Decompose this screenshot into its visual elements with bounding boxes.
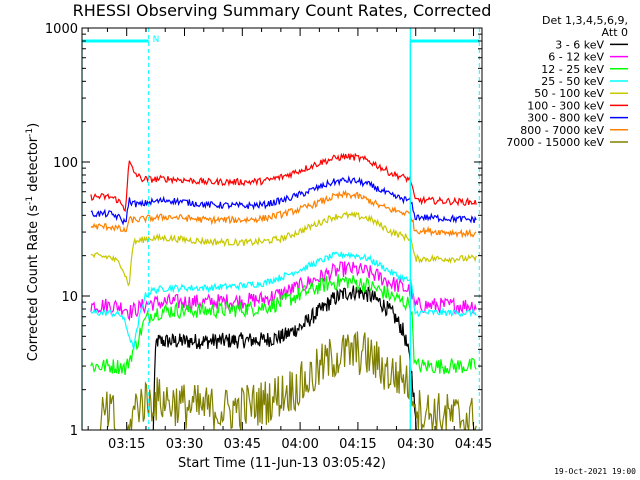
x-tick-label-6: 04:30: [397, 437, 434, 452]
legend-label-1: 3 - 6 keV: [555, 38, 604, 51]
legend-label-3: 12 - 25 keV: [541, 63, 604, 76]
legend-header-1: Det 1,3,4,5,6,9,: [542, 14, 628, 27]
series-line-8: [90, 189, 477, 239]
x-tick-label-7: 04:45: [455, 437, 492, 452]
legend-label-5: 50 - 100 keV: [534, 87, 604, 100]
chart-title: RHESSI Observing Summary Count Rates, Co…: [73, 1, 492, 20]
marker-label-1: N: [153, 35, 160, 45]
y-tick-label-4: 1000: [45, 22, 78, 37]
series-line-9: [99, 331, 477, 430]
x-tick-label-4: 04:00: [281, 437, 318, 452]
legend-label-6: 100 - 300 keV: [527, 99, 604, 112]
legend-header-2: Att 0: [602, 26, 628, 39]
series-line-6: [90, 152, 477, 213]
legend-label-9: 7000 - 15000 keV: [506, 136, 604, 149]
footer-timestamp: 19-Oct-2021 19:00: [554, 467, 636, 476]
x-axis-label: Start Time (11-Jun-13 03:05:42): [178, 456, 386, 471]
series-line-2: [90, 261, 477, 322]
series-layer: [90, 152, 477, 430]
axes-layer: 1 10 100 1000 03:15 03:30 03:45 04:00 04:15 04:30…: [45, 22, 492, 452]
marker-layer: N: [82, 28, 480, 430]
series-line-3: [90, 274, 477, 375]
y-axis-label: Corrected Count Rate (s-1 detector-1): [25, 123, 41, 361]
y-tick-label-2: 10: [61, 290, 78, 305]
x-tick-label-3: 03:45: [224, 437, 261, 452]
y-tick-label-1: 1: [70, 424, 78, 439]
series-line-4: [90, 251, 477, 350]
series-line-1: [152, 285, 418, 430]
x-tick-label-1: 03:15: [108, 437, 145, 452]
legend-label-4: 25 - 50 keV: [541, 75, 604, 88]
legend-label-2: 6 - 12 keV: [548, 51, 604, 64]
x-tick-label-2: 03:30: [166, 437, 203, 452]
plot-frame: [81, 27, 483, 431]
series-line-7: [90, 175, 477, 226]
legend-label-7: 300 - 800 keV: [527, 112, 604, 125]
y-tick-label-3: 100: [53, 156, 78, 171]
series-line-5: [90, 210, 477, 287]
x-tick-label-5: 04:15: [339, 437, 376, 452]
legend-label-8: 800 - 7000 keV: [520, 124, 604, 137]
